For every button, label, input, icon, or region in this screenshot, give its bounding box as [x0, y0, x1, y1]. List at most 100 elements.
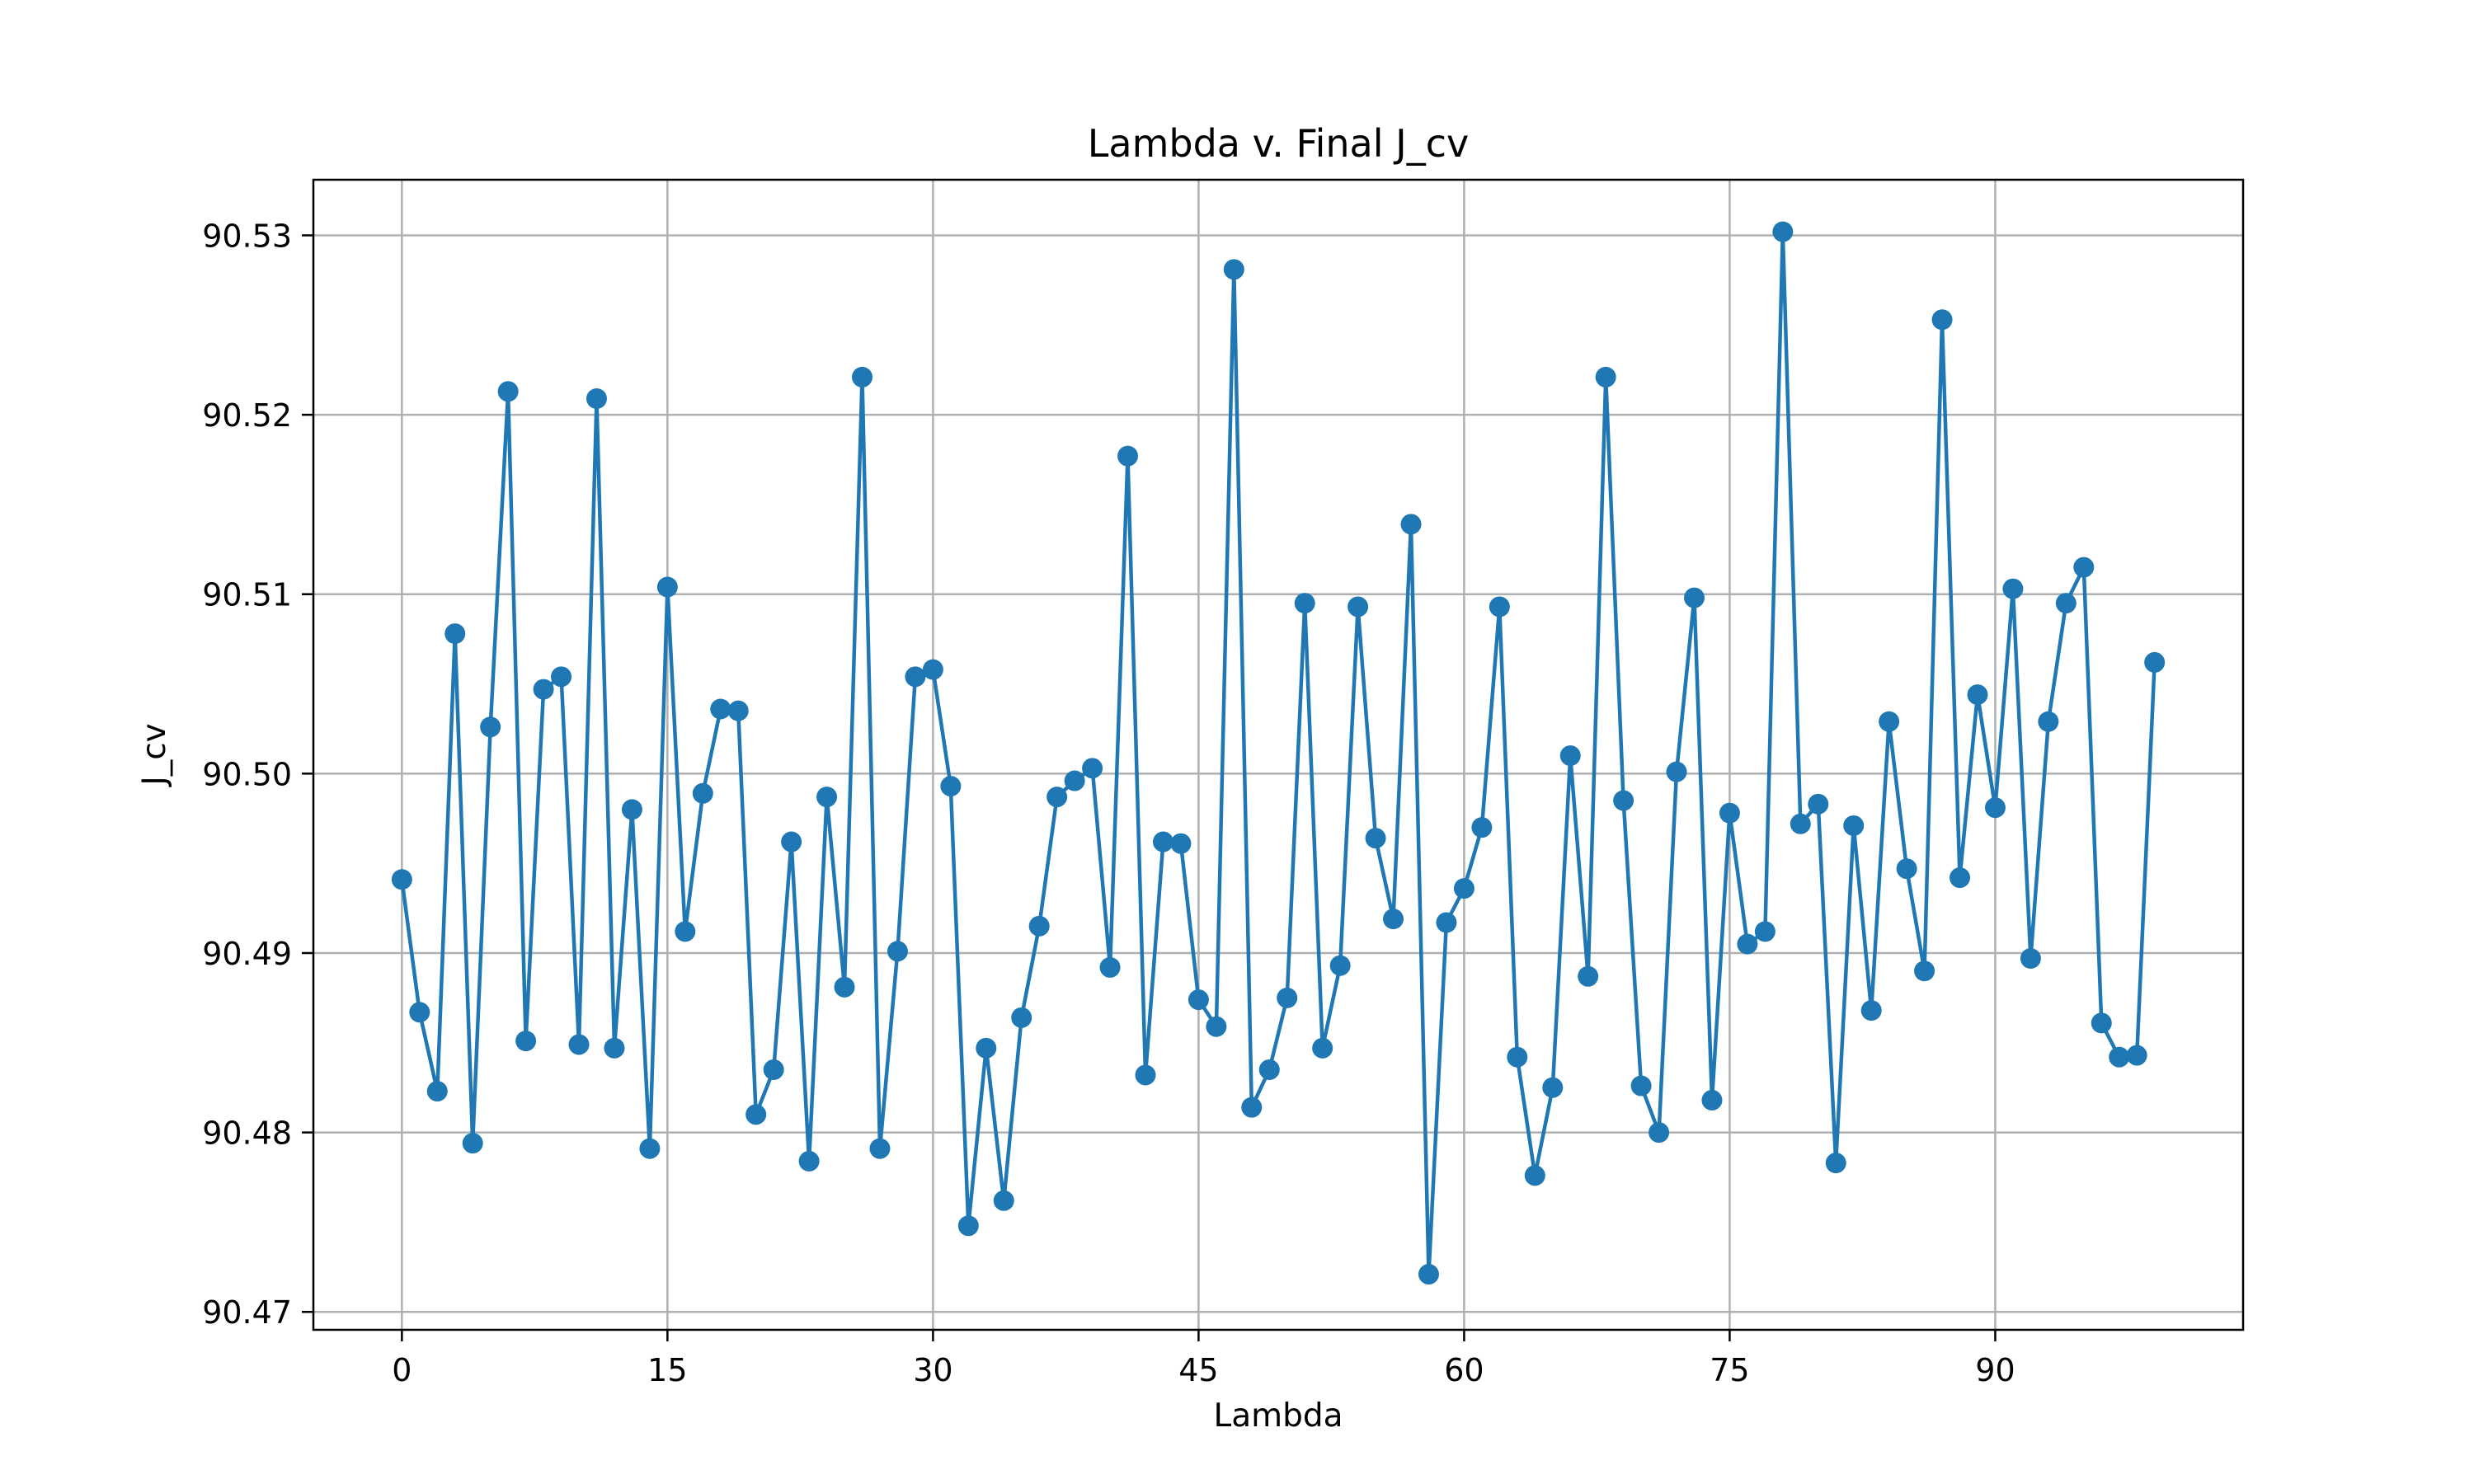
data-point	[1011, 1007, 1032, 1028]
data-point	[391, 869, 412, 890]
data-point	[426, 1081, 448, 1102]
data-point	[533, 679, 554, 700]
data-point	[1418, 1264, 1439, 1285]
data-point	[1578, 965, 1599, 987]
data-point	[1082, 758, 1103, 779]
data-point	[1312, 1037, 1333, 1059]
data-point	[1170, 833, 1192, 854]
data-point	[1825, 1153, 1846, 1174]
data-point	[1471, 817, 1493, 838]
data-point	[1400, 514, 1422, 535]
data-point	[869, 1138, 891, 1159]
data-point	[497, 381, 519, 402]
data-point	[692, 782, 713, 804]
data-point	[710, 698, 731, 720]
data-point	[1135, 1064, 1156, 1086]
data-point	[1028, 915, 1050, 937]
data-point	[1365, 828, 1386, 849]
y-tick-label: 90.49	[202, 936, 292, 972]
x-tick-label: 60	[1444, 1352, 1484, 1388]
x-axis-label: Lambda	[1213, 1397, 1343, 1435]
data-point	[1701, 1089, 1723, 1111]
x-tick-label: 90	[1975, 1352, 2015, 1388]
data-point	[1453, 878, 1475, 899]
data-point	[727, 700, 749, 721]
data-point	[1258, 1059, 1280, 1080]
data-point	[444, 623, 466, 645]
data-point	[798, 1150, 820, 1172]
data-point	[2144, 651, 2166, 673]
chart-title: Lambda v. Final J_cv	[1088, 121, 1469, 166]
y-tick-label: 90.53	[202, 218, 292, 254]
data-point	[1559, 745, 1581, 767]
data-point	[568, 1034, 590, 1055]
x-tick-label: 0	[392, 1352, 412, 1388]
data-point	[957, 1215, 979, 1237]
data-point	[1649, 1122, 1670, 1144]
data-point	[1931, 309, 1953, 331]
data-point	[1348, 596, 1369, 618]
data-point	[1790, 813, 1811, 834]
data-point	[1241, 1097, 1263, 1118]
data-point	[586, 388, 607, 410]
data-point	[1383, 909, 1404, 930]
data-point	[1772, 221, 1794, 242]
data-point	[834, 976, 855, 998]
data-point	[1967, 684, 1988, 706]
data-point	[480, 716, 501, 738]
data-point	[763, 1059, 784, 1080]
x-tick-label: 45	[1178, 1352, 1218, 1388]
data-point	[1542, 1077, 1564, 1098]
data-point	[940, 776, 962, 797]
data-point	[515, 1031, 537, 1052]
data-point	[1950, 867, 1971, 889]
data-point	[1595, 366, 1616, 387]
data-point	[1277, 987, 1298, 1008]
data-point	[2038, 711, 2059, 732]
data-point	[409, 1002, 430, 1023]
data-point	[781, 831, 802, 852]
y-axis-label: J_cv	[136, 723, 173, 788]
data-point	[2126, 1045, 2147, 1066]
data-point	[1047, 787, 1068, 808]
data-point	[2073, 556, 2095, 578]
series-jcv	[391, 221, 2166, 1285]
data-point	[1630, 1075, 1652, 1097]
data-point	[2109, 1046, 2130, 1068]
data-point	[1719, 802, 1740, 824]
data-point	[1489, 596, 1510, 618]
data-point	[1188, 989, 1209, 1011]
data-point	[1683, 587, 1705, 608]
data-point	[656, 576, 678, 598]
y-axis-ticks: 90.47 90.48 90.49 90.50 90.51 90.52 90.53	[202, 218, 313, 1331]
x-axis-ticks: 0 15 30 45 60 75 90	[392, 1330, 2015, 1388]
data-point	[1206, 1016, 1227, 1037]
data-point	[905, 666, 926, 688]
y-tick-label: 90.50	[202, 756, 292, 792]
y-tick-label: 90.51	[202, 577, 292, 613]
plot-frame	[312, 178, 2245, 1331]
data-point	[852, 366, 873, 387]
data-point	[1914, 960, 1935, 982]
data-point	[2055, 593, 2077, 614]
data-point	[1507, 1046, 1528, 1068]
data-point	[1860, 1000, 1882, 1021]
data-point	[976, 1037, 997, 1059]
data-point	[1152, 831, 1174, 852]
data-point	[1737, 933, 1758, 955]
x-tick-label: 30	[913, 1352, 952, 1388]
data-point	[604, 1037, 625, 1059]
data-point	[1294, 593, 1315, 614]
data-point	[1099, 956, 1121, 978]
data-point	[1064, 770, 1085, 791]
data-point	[1984, 797, 2006, 819]
data-point	[1117, 445, 1139, 467]
data-point	[462, 1133, 483, 1154]
y-tick-label: 90.48	[202, 1115, 292, 1152]
data-point	[816, 787, 838, 808]
data-point	[993, 1190, 1014, 1211]
data-point	[1843, 815, 1865, 836]
data-point	[2002, 578, 2024, 599]
